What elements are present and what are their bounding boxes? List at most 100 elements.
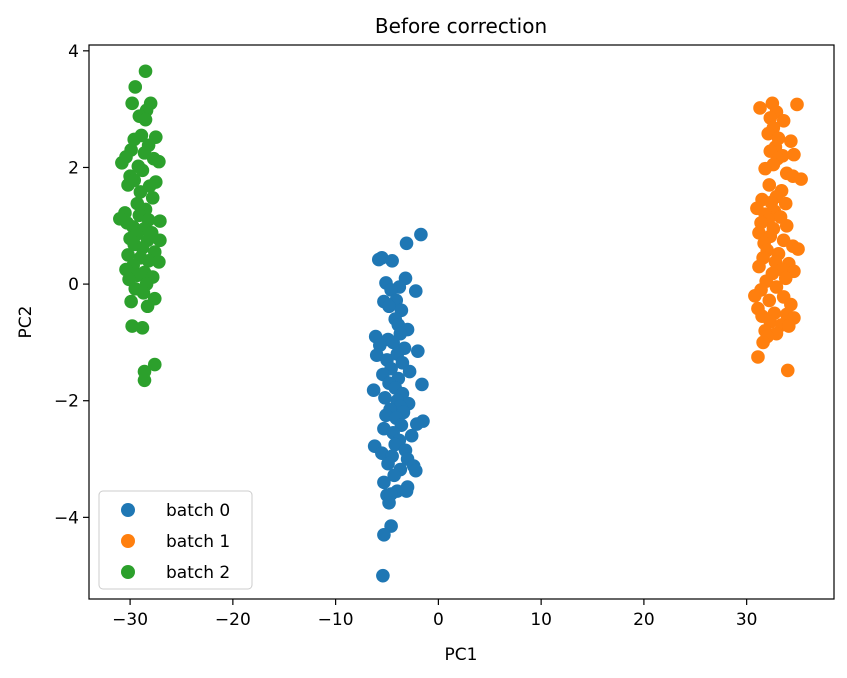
data-point (779, 218, 794, 233)
data-point (399, 484, 414, 498)
data-point (752, 225, 766, 240)
data-point (138, 112, 153, 127)
data-point (385, 253, 399, 268)
data-point (399, 236, 414, 251)
data-point (411, 344, 425, 358)
data-point (377, 528, 391, 542)
x-tick-label: −20 (215, 610, 251, 630)
data-point (381, 456, 395, 471)
data-point (140, 299, 155, 314)
data-point (377, 475, 391, 490)
series-batch-2 (113, 64, 167, 388)
data-point (153, 233, 167, 248)
data-point (415, 377, 429, 392)
data-point (794, 172, 808, 186)
data-point (382, 299, 396, 314)
data-point (128, 80, 143, 94)
data-point (762, 293, 777, 308)
legend-marker-batch-2 (121, 565, 135, 579)
data-point (778, 271, 793, 286)
data-point (769, 280, 784, 294)
data-point (382, 495, 396, 510)
data-point (127, 132, 142, 147)
data-point (376, 568, 390, 583)
data-point (121, 248, 135, 262)
legend-label-batch-2: batch 2 (166, 563, 230, 583)
data-point (751, 350, 765, 364)
data-point (153, 214, 167, 228)
x-tick-label: −10 (318, 610, 354, 630)
data-point (761, 126, 776, 141)
series-batch-0 (366, 227, 430, 583)
data-point (404, 428, 419, 443)
legend-entry-batch-0: batch 0 (121, 501, 230, 521)
data-point (375, 446, 389, 461)
data-point (121, 178, 135, 192)
data-point (152, 255, 166, 269)
data-point (791, 242, 805, 256)
x-tick-label: 0 (433, 610, 444, 630)
data-point (778, 196, 793, 211)
data-point (366, 383, 381, 398)
data-point (135, 321, 150, 335)
data-point (414, 227, 428, 242)
data-point (133, 185, 148, 199)
data-point (115, 155, 129, 170)
data-point (781, 319, 796, 333)
data-point (402, 364, 417, 379)
data-point (787, 147, 801, 162)
data-point (386, 335, 400, 350)
data-point (776, 114, 791, 128)
data-point (125, 96, 139, 111)
data-point (748, 288, 762, 303)
data-point (388, 437, 403, 452)
data-point (371, 252, 386, 267)
data-point (756, 335, 770, 350)
x-tick-label: −30 (112, 610, 148, 630)
data-point (410, 417, 424, 431)
axes-frame (88, 44, 835, 600)
data-point (147, 357, 162, 372)
data-point (124, 294, 138, 309)
data-point (753, 101, 767, 115)
data-point (125, 319, 139, 333)
legend: batch 0 batch 1 batch 2 (98, 490, 253, 590)
y-tick-label: 0 (68, 275, 79, 295)
data-point (369, 348, 384, 363)
y-tick-label: 2 (68, 158, 79, 178)
y-axis-ticks: −4 −2 0 2 4 (54, 42, 89, 528)
x-tick-label: 30 (736, 610, 758, 630)
data-point (136, 286, 151, 300)
data-point (138, 64, 153, 79)
data-point (145, 190, 160, 205)
data-point (408, 284, 423, 298)
legend-marker-batch-0 (121, 503, 135, 517)
data-point (135, 163, 150, 178)
data-point (758, 161, 772, 176)
chart-title: Before correction (375, 14, 547, 38)
y-tick-label: −2 (54, 392, 79, 412)
data-point (379, 408, 393, 423)
y-tick-label: 4 (68, 42, 79, 62)
legend-label-batch-0: batch 0 (166, 501, 230, 521)
x-axis-label: PC1 (445, 645, 478, 665)
x-tick-label: 10 (530, 610, 552, 630)
data-point (790, 97, 804, 112)
legend-marker-batch-1 (121, 534, 135, 548)
data-point (137, 373, 152, 388)
legend-label-batch-1: batch 1 (166, 532, 230, 552)
data-point (387, 468, 401, 483)
y-axis-label: PC2 (16, 306, 36, 339)
data-points (113, 64, 808, 583)
x-tick-label: 20 (633, 610, 655, 630)
data-point (752, 259, 766, 274)
data-point (378, 391, 392, 405)
legend-entry-batch-2: batch 2 (121, 563, 230, 583)
data-point (141, 253, 156, 268)
data-point (408, 463, 423, 478)
data-point (152, 154, 166, 169)
data-point (780, 363, 795, 378)
x-axis-ticks: −30 −20 −10 0 10 20 30 (112, 599, 757, 630)
legend-box (98, 490, 253, 590)
